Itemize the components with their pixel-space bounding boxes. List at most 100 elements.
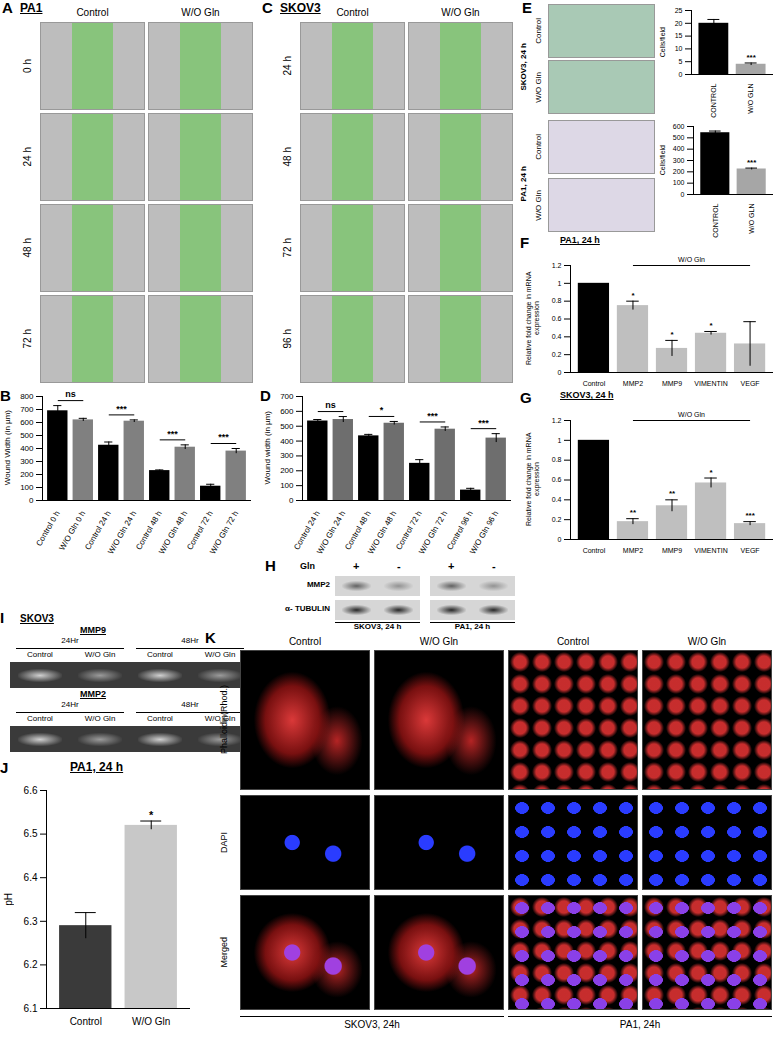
- svg-text:10: 10: [675, 45, 683, 52]
- svg-text:400: 400: [20, 444, 34, 453]
- svg-text:0: 0: [289, 496, 294, 505]
- svg-text:0: 0: [558, 369, 562, 376]
- svg-text:*: *: [380, 405, 384, 415]
- svg-text:*: *: [709, 468, 713, 477]
- svg-text:Control 48 h: Control 48 h: [343, 509, 373, 551]
- svg-text:CONTROL: CONTROL: [710, 83, 717, 117]
- svg-text:Control 24 h: Control 24 h: [292, 509, 322, 551]
- svg-text:600: 600: [673, 123, 685, 130]
- svg-text:W/O Gln 72 h: W/O Gln 72 h: [208, 509, 240, 555]
- svg-text:6.6: 6.6: [24, 785, 38, 796]
- svg-text:100: 100: [673, 179, 685, 186]
- svg-text:20: 20: [675, 20, 683, 27]
- svg-text:W/O Gln 96 h: W/O Gln 96 h: [468, 509, 500, 555]
- svg-text:***: ***: [745, 511, 755, 520]
- svg-text:100: 100: [20, 483, 34, 492]
- svg-text:Control 24 h: Control 24 h: [83, 509, 113, 551]
- svg-text:Control: Control: [70, 1016, 102, 1027]
- svg-text:700: 700: [20, 405, 34, 414]
- svg-text:200: 200: [280, 466, 294, 475]
- svg-text:0.8: 0.8: [552, 297, 562, 304]
- svg-text:400: 400: [673, 145, 685, 152]
- svg-text:***: ***: [427, 411, 438, 421]
- svg-text:W/O Gln: W/O Gln: [132, 1016, 170, 1027]
- svg-text:15: 15: [675, 32, 683, 39]
- svg-text:***: ***: [167, 429, 178, 439]
- svg-text:1.2: 1.2: [552, 417, 562, 424]
- svg-text:500: 500: [280, 422, 294, 431]
- svg-text:0.4: 0.4: [552, 333, 562, 340]
- svg-text:600: 600: [280, 407, 294, 416]
- svg-text:6.2: 6.2: [24, 959, 38, 970]
- svg-text:W/O GLN: W/O GLN: [748, 204, 755, 234]
- svg-text:VEGF: VEGF: [741, 547, 760, 554]
- svg-text:***: ***: [218, 432, 229, 442]
- svg-text:100: 100: [280, 481, 294, 490]
- svg-text:ns: ns: [65, 389, 76, 399]
- svg-text:6.5: 6.5: [24, 828, 38, 839]
- svg-text:Control 96 h: Control 96 h: [445, 509, 475, 551]
- svg-text:500: 500: [20, 431, 34, 440]
- svg-text:*: *: [709, 321, 713, 330]
- svg-text:300: 300: [280, 451, 294, 460]
- svg-text:*: *: [631, 291, 635, 300]
- svg-text:0: 0: [679, 71, 683, 78]
- svg-text:***: ***: [746, 53, 756, 62]
- svg-text:*: *: [670, 330, 674, 339]
- svg-text:VEGF: VEGF: [741, 380, 760, 387]
- svg-text:200: 200: [673, 168, 685, 175]
- svg-text:6.3: 6.3: [24, 916, 38, 927]
- svg-text:Control: Control: [583, 547, 606, 554]
- svg-text:0.4: 0.4: [552, 496, 562, 503]
- svg-text:MMP2: MMP2: [623, 380, 643, 387]
- svg-text:5: 5: [679, 58, 683, 65]
- svg-text:ns: ns: [325, 400, 336, 410]
- svg-text:MMP9: MMP9: [662, 547, 682, 554]
- svg-text:***: ***: [478, 418, 489, 428]
- svg-text:0.6: 0.6: [552, 476, 562, 483]
- svg-text:300: 300: [20, 457, 34, 466]
- svg-text:500: 500: [673, 134, 685, 141]
- svg-text:**: **: [630, 508, 637, 517]
- svg-text:0: 0: [29, 496, 34, 505]
- svg-text:0: 0: [558, 536, 562, 543]
- svg-text:6.4: 6.4: [24, 872, 38, 883]
- svg-text:VIMENTIN: VIMENTIN: [694, 547, 727, 554]
- svg-text:300: 300: [673, 157, 685, 164]
- svg-text:W/O Gln: W/O Gln: [678, 411, 705, 418]
- svg-text:Control 0 h: Control 0 h: [34, 509, 61, 547]
- svg-text:Control 72 h: Control 72 h: [394, 509, 424, 551]
- svg-text:W/O Gln 48 h: W/O Gln 48 h: [366, 509, 398, 555]
- svg-text:Control 48 h: Control 48 h: [134, 509, 164, 551]
- svg-text:0.2: 0.2: [552, 516, 562, 523]
- svg-text:0: 0: [681, 191, 685, 198]
- svg-text:VIMENTIN: VIMENTIN: [694, 380, 727, 387]
- svg-text:1: 1: [558, 280, 562, 287]
- svg-text:**: **: [669, 489, 676, 498]
- svg-text:***: ***: [747, 158, 757, 167]
- svg-text:6.1: 6.1: [24, 1003, 38, 1014]
- svg-text:Control 72 h: Control 72 h: [185, 509, 215, 551]
- svg-text:CONTROL: CONTROL: [712, 203, 719, 237]
- svg-text:200: 200: [20, 470, 34, 479]
- svg-text:W/O Gln 48 h: W/O Gln 48 h: [157, 509, 189, 555]
- svg-text:MMP9: MMP9: [662, 380, 682, 387]
- svg-text:25: 25: [675, 7, 683, 14]
- svg-text:W/O GLN: W/O GLN: [747, 84, 754, 114]
- svg-text:1.2: 1.2: [552, 262, 562, 269]
- svg-text:700: 700: [280, 392, 294, 401]
- svg-text:Control: Control: [583, 380, 606, 387]
- svg-text:0.8: 0.8: [552, 456, 562, 463]
- svg-text:*: *: [149, 809, 154, 821]
- svg-text:0.2: 0.2: [552, 351, 562, 358]
- svg-text:W/O Gln 24 h: W/O Gln 24 h: [315, 509, 347, 555]
- svg-text:400: 400: [280, 437, 294, 446]
- svg-text:W/O Gln: W/O Gln: [678, 256, 705, 263]
- svg-text:0.6: 0.6: [552, 315, 562, 322]
- svg-text:W/O Gln 72 h: W/O Gln 72 h: [417, 509, 449, 555]
- svg-text:600: 600: [20, 418, 34, 427]
- svg-text:W/O Gln 0 h: W/O Gln 0 h: [57, 509, 87, 552]
- svg-text:MMP2: MMP2: [623, 547, 643, 554]
- svg-text:W/O Gln 24 h: W/O Gln 24 h: [106, 509, 138, 555]
- svg-text:1: 1: [558, 437, 562, 444]
